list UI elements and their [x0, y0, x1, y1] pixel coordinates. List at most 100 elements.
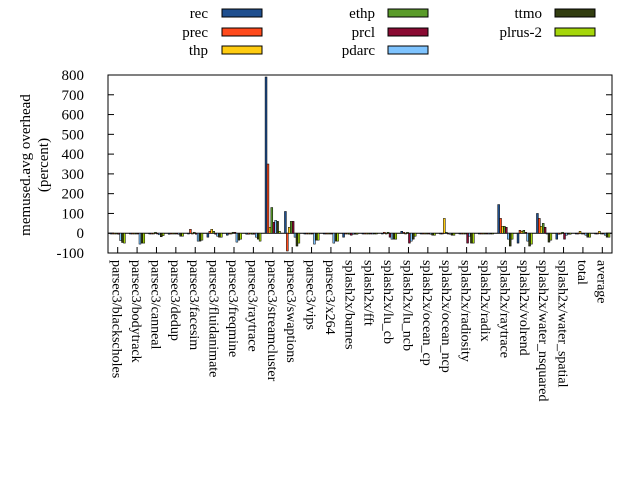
bar-thp: [171, 232, 175, 235]
bar-ethp: [348, 232, 351, 235]
x-tick-label: splash2x/radiosity: [458, 260, 473, 362]
bar-plrus-2: [123, 232, 126, 244]
legend-label-rec: rec: [190, 6, 209, 22]
x-tick-label: splash2x/raytrace: [496, 260, 511, 358]
bar-ttmo: [353, 232, 357, 235]
bar-plrus-2: [510, 232, 514, 240]
bar-ethp: [561, 231, 564, 234]
bar-rec: [361, 232, 365, 235]
bar-prcl: [330, 232, 334, 235]
x-tick-label: parsec3/raytrace: [244, 260, 259, 352]
bar-ttmo: [256, 232, 260, 240]
x-tick-label: splash2x/water_spatial: [555, 260, 570, 388]
legend: rec prec thp ethp prcl pdarc ttmo plrus-2: [182, 6, 596, 59]
bar-ethp: [251, 232, 254, 235]
bar-ttmo: [547, 232, 551, 243]
bar-ttmo: [121, 232, 124, 243]
y-tick-label: 200: [62, 187, 85, 203]
bar-ttmo: [276, 221, 279, 234]
bar-prcl: [388, 232, 392, 238]
bar-prec: [499, 218, 502, 234]
bar-thp: [191, 232, 194, 235]
bar-prec: [111, 232, 115, 235]
bar-pdarc: [507, 232, 510, 240]
bar-ethp: [212, 230, 215, 234]
bar-ttmo: [237, 232, 241, 241]
bar-pdarc: [584, 232, 588, 236]
bar-pdarc: [293, 232, 297, 238]
bar-prcl: [253, 232, 256, 235]
bar-thp: [365, 232, 369, 235]
y-tick-label: 0: [77, 226, 85, 242]
bar-pdarc: [429, 232, 432, 235]
bar-thp: [268, 227, 272, 234]
x-tick-label: splash2x/volrend: [516, 260, 531, 356]
bar-prec: [421, 232, 425, 235]
bar-thp: [307, 232, 310, 235]
x-tick-label: parsec3/blackscholes: [109, 260, 124, 378]
y-tick-label: 300: [62, 167, 85, 183]
bar-ttmo: [470, 232, 473, 244]
bar-ethp: [270, 207, 274, 234]
bar-thp: [229, 232, 233, 235]
y-tick-label: 700: [62, 88, 85, 104]
bar-ttmo: [528, 232, 531, 247]
bar-ttmo: [586, 232, 589, 238]
bar-pdarc: [235, 232, 239, 243]
bar-pdarc: [448, 232, 452, 235]
y-axis: -100 0 100 200 300 400 500 600 700 800: [57, 68, 612, 262]
x-tick-label: parsec3/streamcluster: [264, 260, 279, 382]
bar-ttmo: [140, 232, 144, 244]
bar-prcl: [582, 232, 586, 235]
bar-thp: [481, 232, 485, 235]
bar-prec: [557, 232, 560, 235]
bar-prec: [227, 232, 231, 235]
bar-pdarc: [390, 232, 394, 240]
bar-pdarc: [410, 232, 413, 242]
legend-swatch-rec: [221, 8, 263, 18]
bar-ethp: [503, 226, 506, 234]
bar-prec: [169, 232, 173, 235]
x-tick-label: parsec3/freqmine: [225, 260, 240, 357]
bar-ethp: [445, 231, 448, 234]
y-tick-label: 100: [62, 206, 85, 222]
bar-pdarc: [138, 232, 142, 245]
bar-prcl: [311, 232, 314, 235]
bar-thp: [598, 230, 601, 234]
bar-rec: [400, 230, 403, 234]
bar-prcl: [175, 232, 179, 235]
bar-rec: [439, 232, 442, 235]
bar-prec: [189, 229, 192, 234]
bar-plrus-2: [569, 232, 572, 235]
bar-prcl: [350, 232, 353, 236]
bar-ttmo: [489, 232, 493, 235]
legend-label-plrus-2: plrus-2: [500, 25, 543, 41]
bar-prcl: [117, 232, 120, 235]
bar-prcl: [446, 232, 450, 235]
bar-rec: [245, 232, 248, 235]
bar-thp: [113, 232, 117, 235]
bar-thp: [288, 227, 291, 234]
x-tick-label: average: [593, 260, 608, 304]
bar-prcl: [602, 232, 605, 235]
y-tick-label: 600: [62, 108, 85, 124]
bar-prec: [247, 232, 250, 235]
bar-ttmo: [218, 232, 221, 238]
bar-ethp: [541, 223, 545, 234]
legend-swatch-prcl: [387, 27, 429, 37]
bar-ethp: [154, 231, 157, 234]
bar-prcl: [408, 232, 411, 244]
bar-ttmo: [160, 232, 163, 238]
bar-plrus-2: [297, 232, 301, 244]
bar-prec: [363, 232, 367, 235]
bar-plrus-2: [200, 232, 204, 241]
bar-prec: [131, 232, 134, 235]
bar-pdarc: [332, 232, 336, 244]
bar-plrus-2: [413, 232, 417, 237]
bar-prec: [324, 232, 328, 235]
bar-thp: [210, 229, 213, 234]
bar-rec: [187, 232, 190, 235]
legend-swatch-pdarc: [387, 45, 429, 55]
bar-prec: [518, 230, 522, 234]
bar-plrus-2: [278, 230, 281, 234]
